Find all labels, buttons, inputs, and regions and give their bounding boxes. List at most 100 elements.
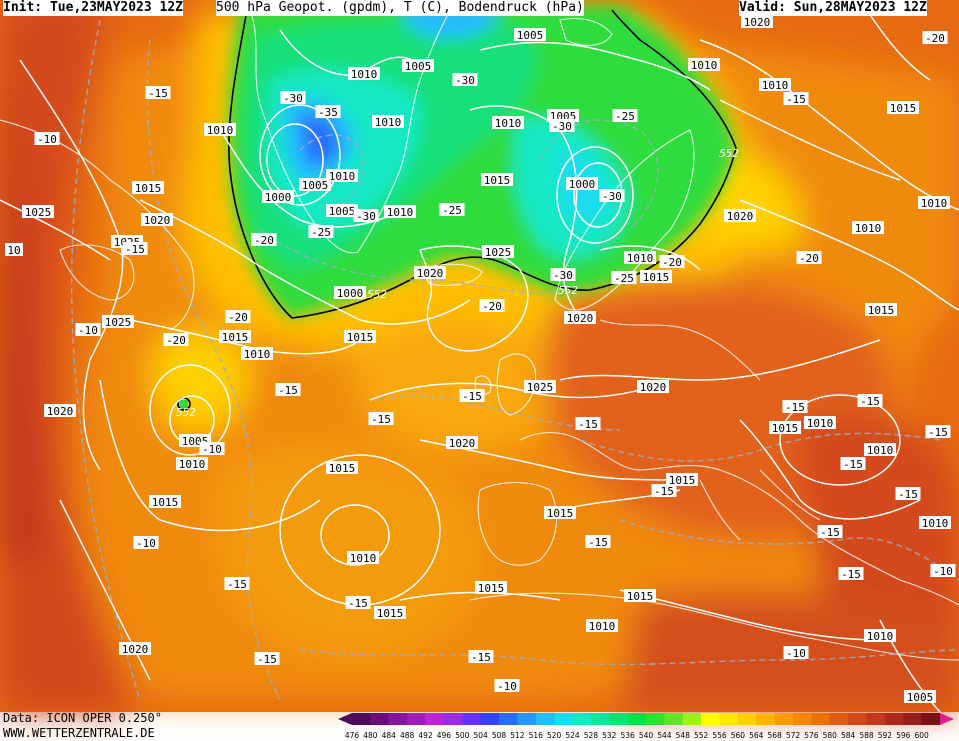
- colorbar-tick-label: 500: [455, 731, 470, 740]
- colorbar-arrow-right: [940, 713, 954, 725]
- colorbar-swatch: [517, 713, 537, 725]
- isobar-label: 1020: [446, 436, 478, 450]
- colorbar-tick-label: 596: [896, 731, 911, 740]
- isotherm-label: -20: [796, 251, 822, 265]
- isobar-label: 1025: [102, 315, 134, 329]
- isobar-label: 1010: [624, 251, 656, 265]
- isotherm-label: -10: [34, 132, 60, 146]
- isotherm-label: 10: [5, 243, 23, 257]
- isobar-label: 1015: [769, 421, 801, 435]
- svg-text:-25: -25: [615, 110, 635, 123]
- svg-text:552: 552: [558, 284, 578, 297]
- isobar-label: 1010: [347, 551, 379, 565]
- colorbar-swatch: [682, 713, 702, 725]
- colorbar-swatch: [443, 713, 463, 725]
- isotherm-label: -15: [575, 417, 601, 431]
- colorbar-swatch: [590, 713, 610, 725]
- svg-text:1010: 1010: [921, 197, 948, 210]
- colorbar-tick-label: 540: [639, 731, 654, 740]
- svg-text:1010: 1010: [375, 116, 402, 129]
- svg-text:-15: -15: [898, 488, 918, 501]
- isobar-label: 1020: [44, 404, 76, 418]
- isobar-label: 1015: [374, 606, 406, 620]
- colorbar-swatch: [811, 713, 831, 725]
- svg-text:-15: -15: [578, 418, 598, 431]
- isotherm-label: -20: [163, 333, 189, 347]
- colorbar-swatch: [884, 713, 904, 725]
- svg-text:10: 10: [7, 244, 20, 257]
- colorbar-swatch: [829, 713, 849, 725]
- isotherm-label: -15: [254, 652, 280, 666]
- svg-text:-15: -15: [820, 526, 840, 539]
- isotherm-label: -20: [251, 233, 277, 247]
- svg-text:-15: -15: [785, 401, 805, 414]
- svg-text:1015: 1015: [890, 102, 917, 115]
- isotherm-label: -20: [225, 310, 251, 324]
- isobar-label: 1005: [904, 690, 936, 704]
- svg-text:1015: 1015: [547, 507, 574, 520]
- isotherm-label: -20: [922, 31, 948, 45]
- svg-text:-15: -15: [654, 485, 674, 498]
- svg-text:1020: 1020: [122, 643, 149, 656]
- isobar-label: 1010: [348, 67, 380, 81]
- svg-text:1005: 1005: [329, 205, 356, 218]
- isobar-label: 1010: [804, 416, 836, 430]
- colorbar-swatch: [425, 713, 445, 725]
- contour-label: 552: [367, 288, 387, 301]
- isotherm-label: -10: [494, 679, 520, 693]
- svg-text:1010: 1010: [867, 444, 894, 457]
- isobar-label: 1020: [119, 642, 151, 656]
- isobar-label: 1025: [482, 245, 514, 259]
- isotherm-label: -15: [840, 457, 866, 471]
- svg-text:-20: -20: [482, 300, 502, 313]
- colorbar-swatch: [462, 713, 482, 725]
- svg-text:-25: -25: [311, 226, 331, 239]
- svg-text:-15: -15: [462, 390, 482, 403]
- svg-text:1015: 1015: [868, 304, 895, 317]
- colorbar-tick-label: 528: [584, 731, 599, 740]
- isotherm-label: -30: [549, 119, 575, 133]
- isotherm-label: -15: [895, 487, 921, 501]
- isobar-label: 1010: [241, 347, 273, 361]
- svg-text:1010: 1010: [329, 170, 356, 183]
- colorbar-tick-label: 588: [859, 731, 874, 740]
- svg-text:1010: 1010: [627, 252, 654, 265]
- colorbar: 476 480 484 488 492 496 500 504 508 512 516 520 524 5…: [338, 713, 954, 740]
- svg-text:1010: 1010: [589, 620, 616, 633]
- colorbar-swatch: [848, 713, 867, 725]
- svg-text:-10: -10: [78, 324, 98, 337]
- svg-text:1010: 1010: [495, 117, 522, 130]
- svg-text:-15: -15: [278, 384, 298, 397]
- svg-text:1020: 1020: [47, 405, 74, 418]
- svg-text:1025: 1025: [485, 246, 512, 259]
- isotherm-label: -15: [224, 577, 250, 591]
- svg-text:1010: 1010: [922, 517, 949, 530]
- svg-text:-30: -30: [552, 120, 572, 133]
- colorbar-swatch: [609, 713, 629, 725]
- svg-text:-15: -15: [471, 651, 491, 664]
- svg-text:-10: -10: [933, 565, 953, 578]
- colorbar-swatch: [572, 713, 592, 725]
- isotherm-label: -15: [585, 535, 611, 549]
- svg-text:1000: 1000: [337, 287, 364, 300]
- svg-text:1015: 1015: [669, 474, 696, 487]
- svg-text:1015: 1015: [643, 271, 670, 284]
- svg-text:-20: -20: [254, 234, 274, 247]
- colorbar-arrow-left: [338, 713, 352, 725]
- svg-text:1015: 1015: [627, 590, 654, 603]
- svg-text:-30: -30: [602, 190, 622, 203]
- isotherm-label: -15: [857, 394, 883, 408]
- colorbar-tick-label: 580: [823, 731, 838, 740]
- isotherm-label: -15: [651, 484, 677, 498]
- isotherm-label: -25: [308, 225, 334, 239]
- isobar-label: 1015: [132, 181, 164, 195]
- svg-text:1015: 1015: [772, 422, 799, 435]
- data-source: Data: ICON OPER 0.250°: [3, 711, 162, 725]
- isotherm-label: -10: [133, 536, 159, 550]
- isotherm-label: -15: [468, 650, 494, 664]
- isobar-label: 1010: [918, 196, 950, 210]
- colorbar-swatch: [701, 713, 720, 725]
- isotherm-label: -10: [930, 564, 956, 578]
- isobar-label: 1000: [262, 190, 294, 204]
